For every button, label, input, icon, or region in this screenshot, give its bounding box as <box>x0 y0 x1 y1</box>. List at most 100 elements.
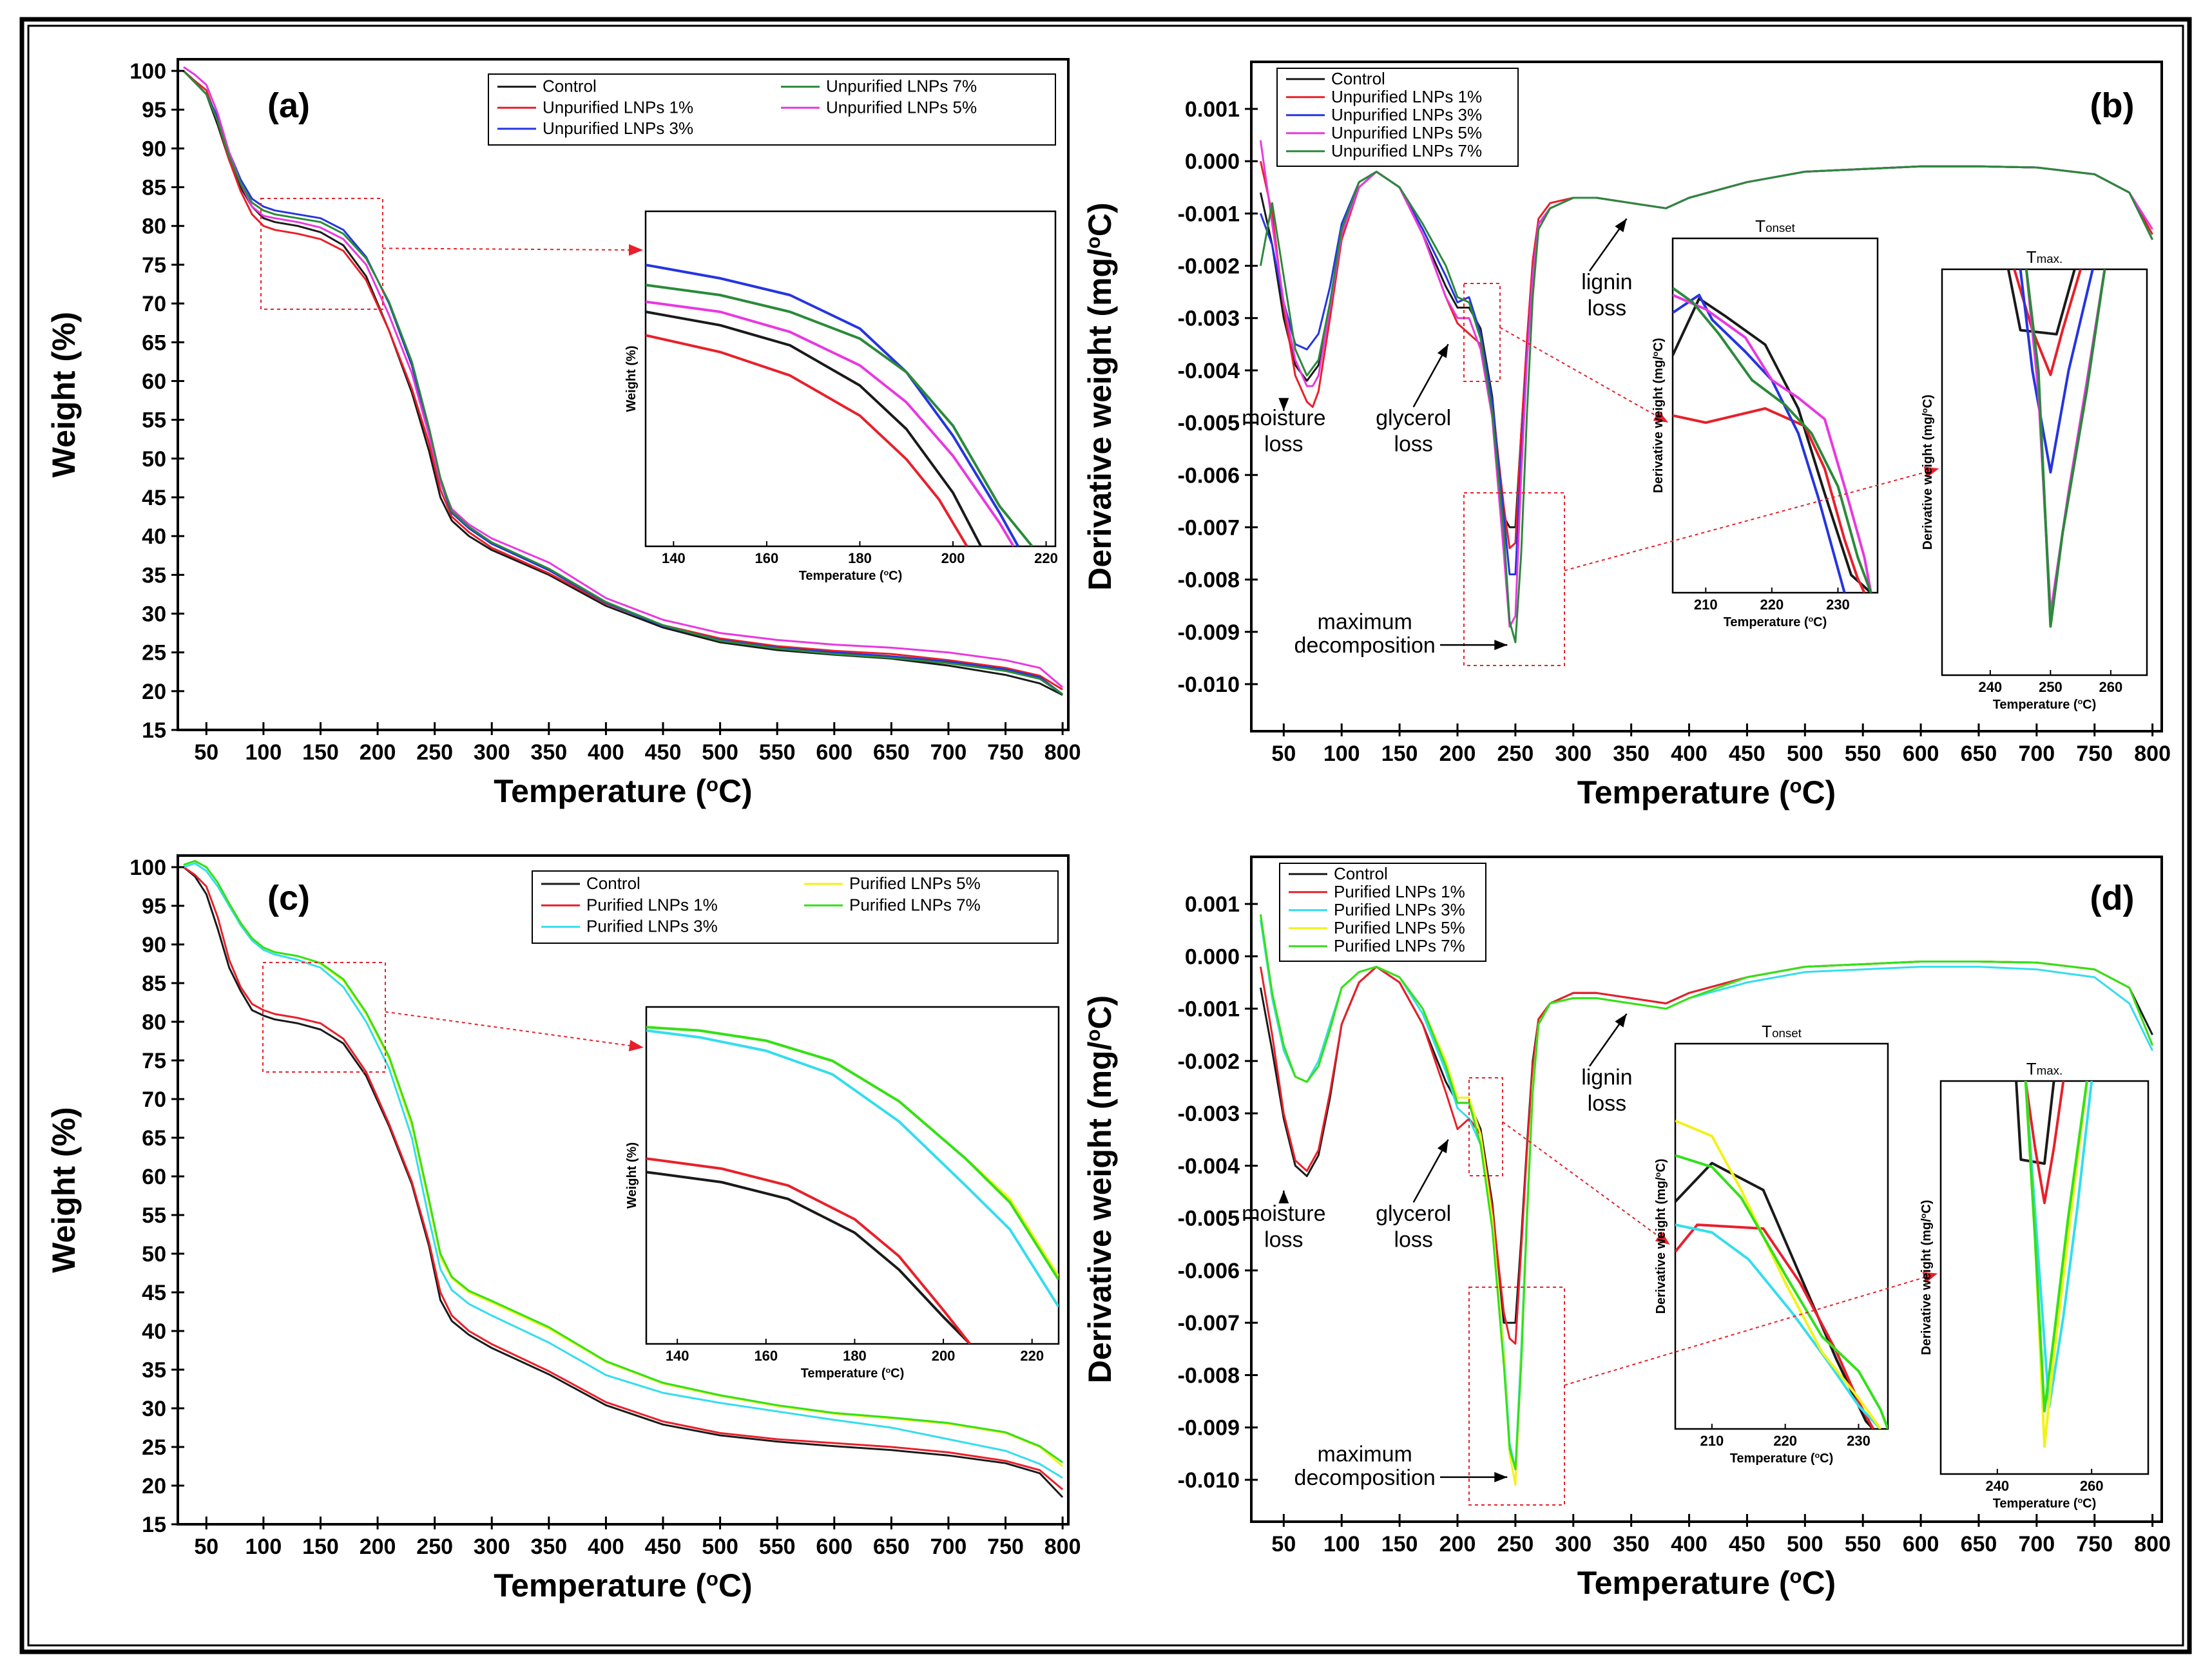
y-tick-label: -0.008 <box>1178 568 1240 593</box>
y-tick-label: 50 <box>142 1242 166 1267</box>
inset-y-axis-title: Weight (%) <box>624 346 639 412</box>
inset-frame <box>1939 1080 2149 1475</box>
inset-x-tick-label: 220 <box>1760 597 1784 613</box>
y-tick-label: -0.010 <box>1178 673 1240 697</box>
x-tick-label: 50 <box>1271 1532 1296 1556</box>
y-tick-label: 20 <box>142 680 166 704</box>
x-tick-label: 700 <box>2018 742 2055 766</box>
y-tick-label: 0.001 <box>1185 892 1240 917</box>
series-line <box>182 70 1063 695</box>
inset-0: 210 220 230 Temperature (oC) Derivative weig… <box>1463 216 1879 629</box>
inset-x-tick-label: 220 <box>1773 1433 1797 1449</box>
x-tick-label: 250 <box>416 740 453 765</box>
inset-title: Tmax. <box>2026 1059 2063 1078</box>
inset-x-tick-label: 240 <box>1978 679 2002 695</box>
panel-label: (d) <box>2090 879 2135 917</box>
legend-label: Unpurified LNPs 5% <box>826 97 977 117</box>
x-tick-label: 300 <box>474 1535 510 1559</box>
y-tick-label: 20 <box>142 1474 166 1498</box>
inset-lines <box>2006 269 2106 628</box>
x-tick-label: 200 <box>1439 742 1476 766</box>
annotation-glycerol-arrow-head <box>1437 344 1448 358</box>
annotation-glycerol-arrow-head <box>1437 1139 1448 1154</box>
inset-frame <box>645 1006 1060 1345</box>
x-tick-label: 350 <box>530 740 567 765</box>
legend-label: Unpurified LNPs 3% <box>543 119 693 138</box>
inset-y-axis-title: Weight (%) <box>625 1142 639 1209</box>
x-tick-label: 800 <box>1044 740 1081 765</box>
y-tick-label: -0.001 <box>1178 202 1240 226</box>
series-group <box>182 66 1064 696</box>
y-tick-label: -0.005 <box>1178 411 1240 436</box>
x-tick-label: 100 <box>1323 1532 1360 1556</box>
inset-series-line <box>2006 269 2076 336</box>
y-tick-label: 75 <box>142 253 166 278</box>
series-line <box>1259 165 2153 644</box>
annotation-moisture-loss: loss <box>1264 1227 1303 1252</box>
y-tick-label: 30 <box>142 602 166 626</box>
inset-frame <box>1671 237 1879 594</box>
y-tick-label: 15 <box>142 718 166 743</box>
y-tick-label: -0.009 <box>1178 1416 1240 1441</box>
zoom-region <box>1468 1077 1503 1176</box>
annotations: moisturelossglycerollossligninlossmaximu… <box>1242 218 1633 658</box>
inset-series-line <box>646 283 1034 546</box>
x-tick-label: 250 <box>416 1535 453 1559</box>
annotation-moisture-arrow-head <box>1278 1190 1289 1203</box>
panel-a: 50 100 150 200 250 300 350 400 450 500 550 600 650 70… <box>46 58 1081 809</box>
inset-lines <box>2015 1081 2093 1448</box>
legend-label: Unpurified LNPs 7% <box>826 77 977 96</box>
x-tick-label: 550 <box>1845 742 1881 766</box>
inset-series-line <box>646 1157 971 1344</box>
x-tick-label: 100 <box>245 740 282 765</box>
legend-label: Unpurified LNPs 7% <box>1331 141 1482 160</box>
inset-series-line <box>2024 1081 2065 1205</box>
annotation-decomposition: decomposition <box>1294 633 1436 658</box>
inset-y-axis-title: Derivative weight (mg/oC) <box>1919 1200 1934 1355</box>
legend-label: Purified LNPs 3% <box>586 917 718 936</box>
inset-x-tick-label: 260 <box>2080 1478 2104 1494</box>
y-tick-label: 80 <box>142 1010 166 1035</box>
y-tick-label: -0.010 <box>1178 1468 1240 1493</box>
inset-series-line <box>2024 1081 2093 1409</box>
y-tick-label: -0.006 <box>1178 1259 1240 1283</box>
legend: Control Purified LNPs 1% Purified LNPs 3% P… <box>532 870 1059 944</box>
y-tick-label: 0.000 <box>1185 149 1240 174</box>
y-tick-label: 95 <box>142 98 166 122</box>
x-axis-title: Temperature (oC) <box>494 1567 752 1604</box>
y-tick-label: 90 <box>142 933 166 957</box>
figure-outer-frame <box>19 17 2192 1654</box>
x-tick-label: 250 <box>1497 742 1534 766</box>
zoom-region <box>1463 492 1565 666</box>
x-tick-label: 400 <box>588 740 624 765</box>
inset-x-tick-label: 200 <box>941 550 965 566</box>
y-tick-label: 50 <box>142 447 166 472</box>
annotation-maximum: maximum <box>1318 610 1412 635</box>
y-tick-label: 65 <box>142 330 166 355</box>
inset-lines <box>646 263 1034 546</box>
inset-x-tick-label: 220 <box>1020 1348 1044 1364</box>
x-tick-label: 150 <box>302 1535 339 1559</box>
legend-label: Control <box>543 77 597 96</box>
annotation-glycerol-loss: loss <box>1394 432 1432 457</box>
x-tick-label: 150 <box>1381 742 1418 766</box>
series-line <box>183 862 1063 1479</box>
x-tick-label: 500 <box>1787 742 1823 766</box>
y-tick-label: -0.002 <box>1178 254 1240 279</box>
y-tick-label: 45 <box>142 486 166 510</box>
x-tick-label: 600 <box>816 740 852 765</box>
x-tick-label: 700 <box>930 1535 967 1559</box>
x-tick-label: 600 <box>1903 742 1939 766</box>
x-tick-label: 150 <box>302 740 339 765</box>
zoom-connector <box>385 1011 630 1046</box>
inset-x-tick-label: 140 <box>666 1348 689 1364</box>
y-axis-title: Derivative weight (mg/oC) <box>1082 995 1119 1383</box>
inset-x-tick-label: 210 <box>1700 1433 1724 1449</box>
legend-label: Purified LNPs 3% <box>1334 900 1465 919</box>
inset-x-tick-label: 180 <box>843 1348 867 1364</box>
y-tick-label: 55 <box>142 1203 166 1228</box>
panel-label: (a) <box>267 86 310 125</box>
annotation-maximum: maximum <box>1318 1442 1412 1467</box>
x-tick-label: 550 <box>759 1535 796 1559</box>
